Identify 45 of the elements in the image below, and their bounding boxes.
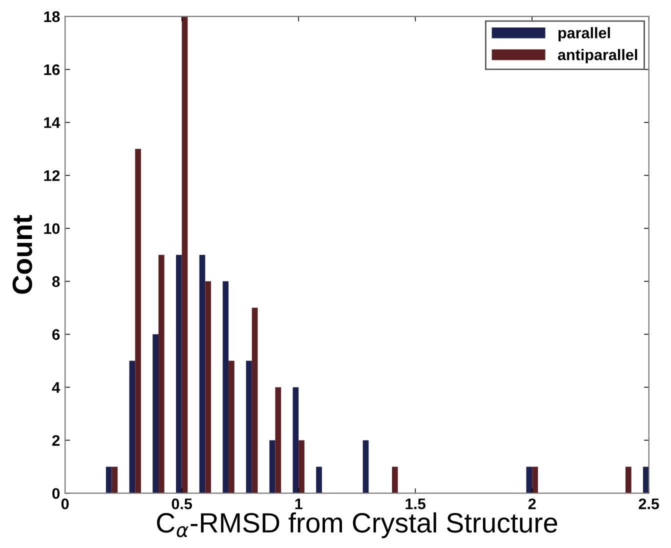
legend-label: parallel <box>558 27 610 42</box>
bar <box>158 254 164 494</box>
bar <box>112 466 118 494</box>
y-tick-label: 6 <box>52 329 60 340</box>
y-tick-label: 14 <box>44 117 60 128</box>
y-tick-label: 8 <box>52 276 60 287</box>
bar <box>176 254 182 494</box>
bar <box>626 466 632 494</box>
x-tick-label: 1.5 <box>406 498 426 510</box>
x-tick-label: 2.5 <box>638 498 660 510</box>
y-tick-label: 12 <box>44 170 60 181</box>
bar <box>135 148 141 494</box>
bar <box>182 16 188 494</box>
x-tick-label: 0.5 <box>172 498 192 510</box>
y-tick-label: 10 <box>44 223 60 234</box>
y-tick-label: 4 <box>52 382 60 393</box>
bar <box>292 387 299 494</box>
bar <box>316 466 322 494</box>
bar <box>222 281 229 494</box>
bar <box>532 466 538 494</box>
x-tick-label: 2 <box>528 498 536 510</box>
y-axis-title: Count <box>12 215 32 294</box>
bar <box>526 466 532 494</box>
bar <box>199 254 206 494</box>
bar <box>392 466 398 494</box>
y-tick-label: 16 <box>44 64 60 76</box>
y-tick-label: 2 <box>52 435 60 446</box>
y-tick-label: 18 <box>44 11 60 22</box>
legend-label: antiparallel <box>558 49 638 64</box>
bar <box>152 334 158 494</box>
x-tick-label: 0 <box>61 498 69 510</box>
bar <box>275 387 282 494</box>
bar <box>129 360 136 494</box>
bar <box>643 466 649 494</box>
x-axis-title: C$_{α}$-RMSD from Crystal Structure <box>156 512 558 538</box>
bar <box>252 308 258 494</box>
bar <box>228 360 234 494</box>
bar <box>246 360 252 494</box>
x-tick-label: 1 <box>295 498 302 510</box>
bar <box>362 440 369 494</box>
bar <box>106 466 112 494</box>
bar <box>269 440 276 494</box>
bar <box>298 440 304 494</box>
bar <box>205 281 212 494</box>
y-tick-label: 0 <box>52 488 60 499</box>
